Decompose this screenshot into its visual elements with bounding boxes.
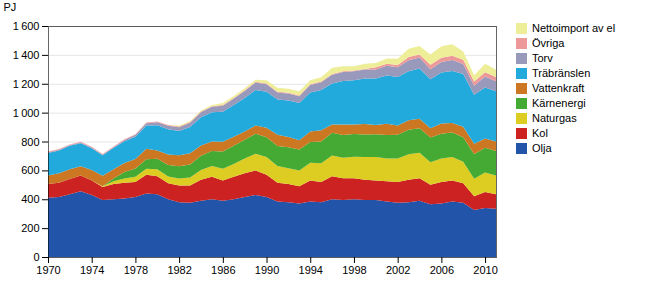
html-text:Vattenkraft: Vattenkraft bbox=[532, 82, 585, 94]
html-text:Kol: Kol bbox=[532, 127, 548, 139]
html-text:Övriga: Övriga bbox=[532, 37, 565, 49]
svg-text:2002: 2002 bbox=[386, 264, 410, 276]
svg-text:1 600: 1 600 bbox=[13, 20, 40, 32]
svg-text:2006: 2006 bbox=[430, 264, 454, 276]
svg-text:1994: 1994 bbox=[299, 264, 323, 276]
svg-text:600: 600 bbox=[21, 164, 39, 176]
html-text:Olja: Olja bbox=[532, 142, 552, 154]
svg-text:1974: 1974 bbox=[80, 264, 104, 276]
svg-text:400: 400 bbox=[21, 193, 39, 205]
svg-text:1970: 1970 bbox=[36, 264, 60, 276]
svg-text:0: 0 bbox=[33, 251, 39, 263]
svg-text:1 400: 1 400 bbox=[13, 49, 40, 61]
svg-text:2010: 2010 bbox=[473, 264, 497, 276]
html-text:Kärnenergi: Kärnenergi bbox=[532, 97, 586, 109]
svg-text:PJ: PJ bbox=[4, 1, 17, 13]
html-text:Nettoimport av el: Nettoimport av el bbox=[532, 22, 616, 34]
svg-text:1 000: 1 000 bbox=[13, 107, 40, 119]
svg-text:200: 200 bbox=[21, 222, 39, 234]
svg-text:1 200: 1 200 bbox=[13, 78, 40, 90]
html-text:Träbränslen: Träbränslen bbox=[532, 67, 591, 79]
svg-text:1990: 1990 bbox=[255, 264, 279, 276]
html-text:Naturgas: Naturgas bbox=[532, 112, 577, 124]
html-text:Torv: Torv bbox=[532, 52, 553, 64]
svg-text:800: 800 bbox=[21, 136, 39, 148]
svg-text:1982: 1982 bbox=[167, 264, 191, 276]
svg-text:1978: 1978 bbox=[124, 264, 148, 276]
svg-text:1986: 1986 bbox=[211, 264, 235, 276]
svg-text:1998: 1998 bbox=[342, 264, 366, 276]
